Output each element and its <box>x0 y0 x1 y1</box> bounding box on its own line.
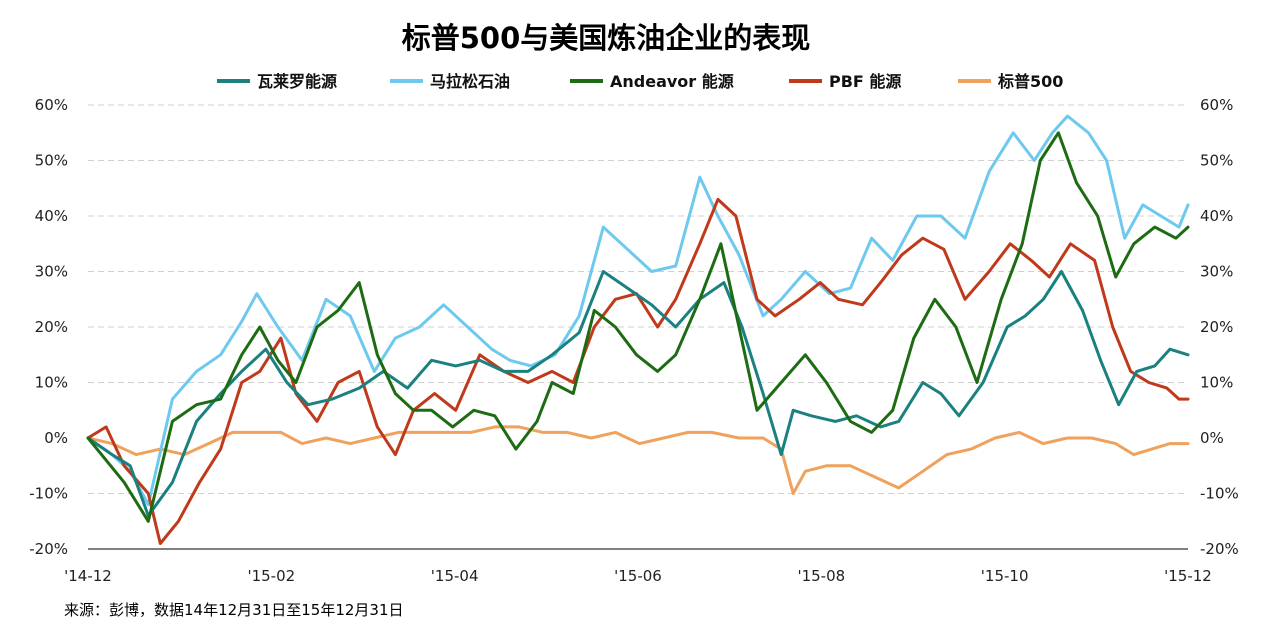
y-tick-label-left: 20% <box>35 318 68 336</box>
legend: 瓦莱罗能源 马拉松石油 Andeavor 能源 PBF 能源 标普500 <box>217 72 1063 91</box>
source-note: 来源：彭博，数据14年12月31日至15年12月31日 <box>64 601 404 619</box>
y-tick-label-right: 30% <box>1200 263 1233 281</box>
series-line-3 <box>86 197 1190 545</box>
y-axis-left: 60% 50% 40% 30% 20% 10% 0% -10% -20% <box>29 96 68 558</box>
y-tick-label-right: 40% <box>1200 207 1233 225</box>
y-axis-right: 60% 50% 40% 30% 20% 10% 0% -10% -20% <box>1200 96 1239 558</box>
series-line-1 <box>86 114 1190 507</box>
y-tick-label-left: -10% <box>29 485 68 503</box>
x-tick-label: '15-12 <box>1164 567 1212 585</box>
series-line-0 <box>86 270 1190 518</box>
series-group <box>86 114 1190 545</box>
legend-label: PBF 能源 <box>829 72 901 91</box>
x-axis: '14-12 '15-02 '15-04 '15-06 '15-08 '15-10 '15-… <box>64 567 1212 585</box>
legend-label: 马拉松石油 <box>430 72 510 91</box>
x-tick-label: '14-12 <box>64 567 112 585</box>
chart-title: 标普500与美国炼油企业的表现 <box>402 21 811 55</box>
y-tick-label-right: 10% <box>1200 374 1233 392</box>
y-tick-label-left: 40% <box>35 207 68 225</box>
y-tick-label-right: -20% <box>1200 540 1239 558</box>
legend-label: Andeavor 能源 <box>610 72 734 91</box>
y-tick-label-left: 30% <box>35 263 68 281</box>
y-tick-label-left: 60% <box>35 96 68 114</box>
y-tick-label-right: 0% <box>1200 429 1224 447</box>
x-tick-label: '15-02 <box>247 567 295 585</box>
y-tick-label-right: 60% <box>1200 96 1233 114</box>
y-tick-label-left: 0% <box>44 429 68 447</box>
x-tick-label: '15-10 <box>981 567 1029 585</box>
legend-label: 标普500 <box>997 72 1063 91</box>
x-tick-label: '15-08 <box>797 567 845 585</box>
gridlines <box>88 104 1188 494</box>
x-tick-label: '15-06 <box>614 567 662 585</box>
y-tick-label-right: 20% <box>1200 318 1233 336</box>
legend-label: 瓦莱罗能源 <box>257 72 337 91</box>
x-tick-label: '15-04 <box>431 567 479 585</box>
y-tick-label-left: 50% <box>35 152 68 170</box>
y-tick-label-left: -20% <box>29 540 68 558</box>
series-line-2 <box>86 131 1190 523</box>
series-line-4 <box>86 425 1190 495</box>
y-tick-label-left: 10% <box>35 374 68 392</box>
y-tick-label-right: -10% <box>1200 485 1239 503</box>
y-tick-label-right: 50% <box>1200 152 1233 170</box>
